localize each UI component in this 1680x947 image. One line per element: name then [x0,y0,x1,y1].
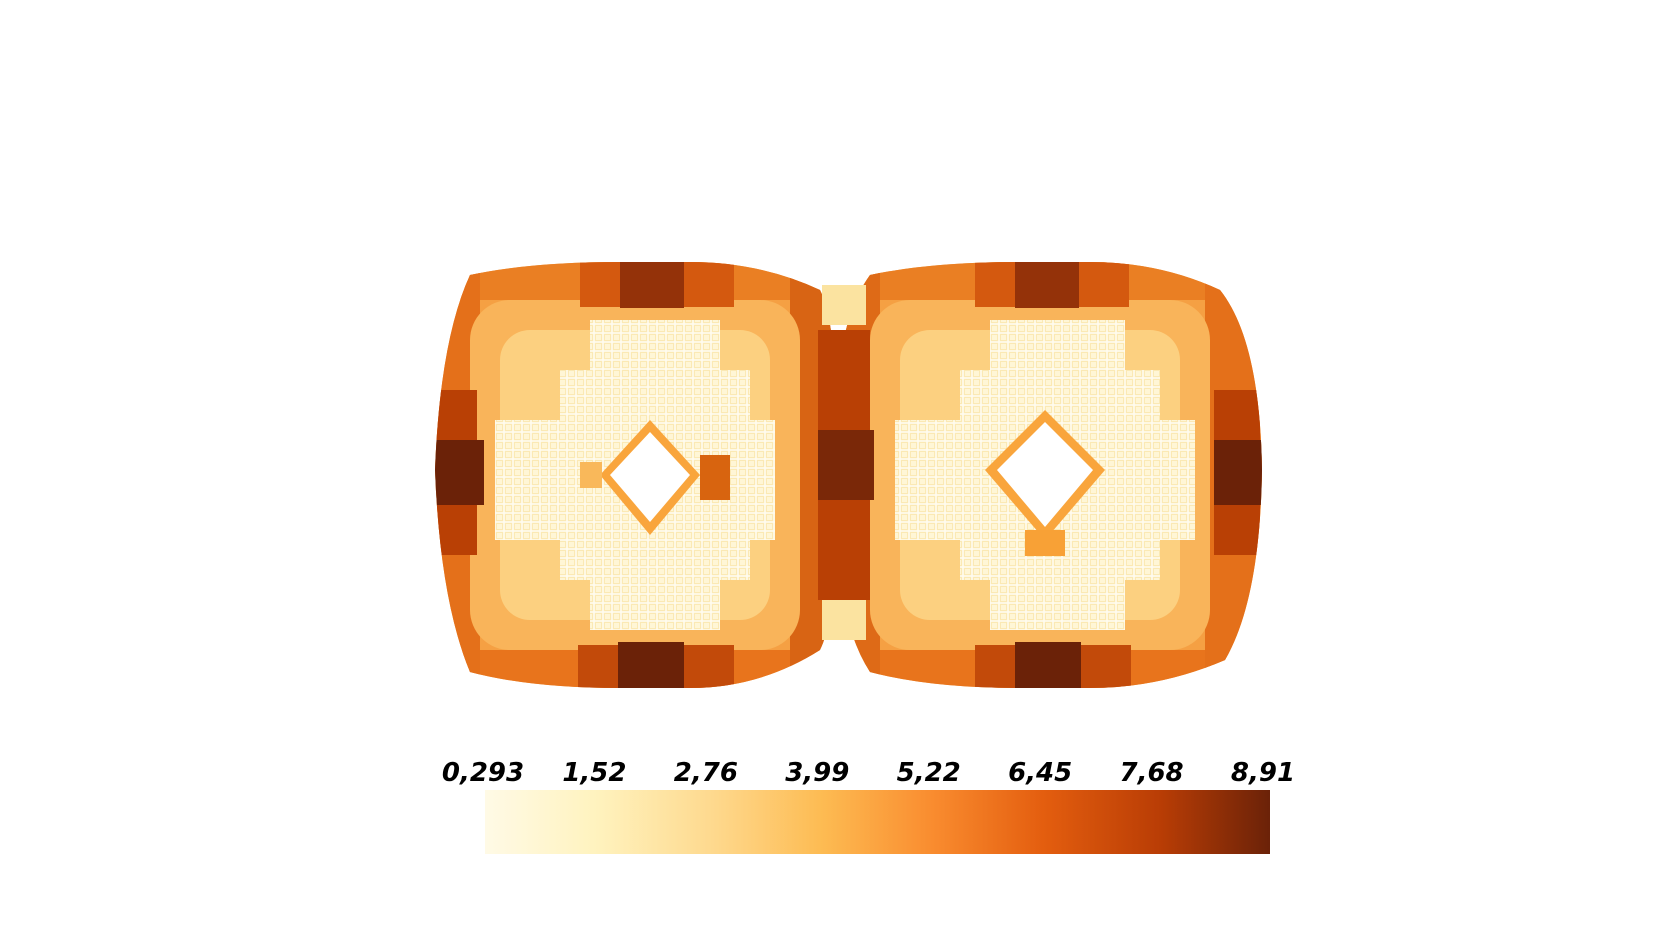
mesh-lobe-right [834,262,1262,688]
colorbar-tick-label: 3,99 [785,758,849,788]
colorbar-tick-label: 5,22 [897,758,961,788]
colorbar-gradient [485,790,1270,854]
mesh-junction [818,285,874,640]
mesh-lobe-left [435,262,836,688]
colorbar-tick-label: 0,293 [442,758,524,788]
colorbar-tick-label: 2,76 [674,758,738,788]
colorbar-tick-label: 7,68 [1119,758,1183,788]
colorbar: 0,293 1,52 2,76 3,99 5,22 6,45 7,68 8,91 [442,758,1295,854]
colorbar-tick-label: 6,45 [1008,758,1072,788]
colorbar-tick-label: 1,52 [562,758,626,788]
colorbar-tick-label: 8,91 [1231,758,1295,788]
colorbar-ticks: 0,293 1,52 2,76 3,99 5,22 6,45 7,68 8,91 [442,758,1295,788]
